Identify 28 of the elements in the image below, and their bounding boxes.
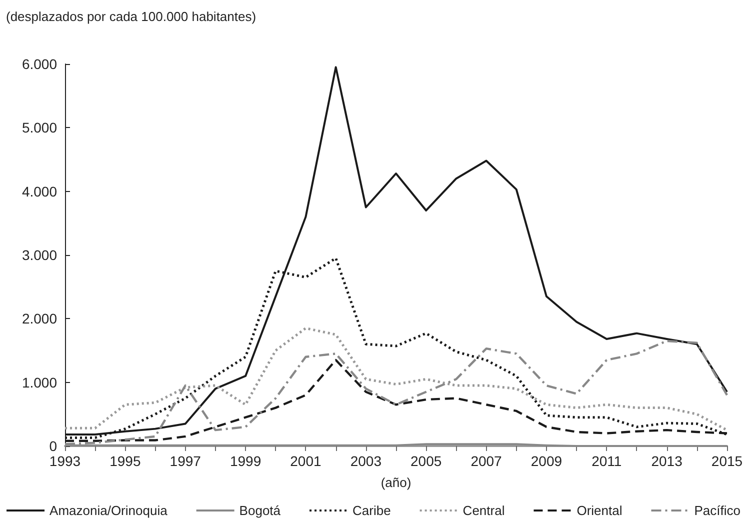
x-tick-label: 2005 (410, 453, 442, 469)
line-series (64, 326, 728, 432)
x-tick-label: 2001 (290, 453, 322, 469)
legend-label: Amazonia/Orinoquia (50, 503, 168, 518)
y-tick-label: 1.000 (22, 374, 58, 390)
x-tick-label: 2007 (470, 453, 502, 469)
y-tick-label: 2.000 (22, 310, 58, 327)
legend-label: Bogotá (239, 503, 282, 518)
x-tick-label: 1995 (110, 453, 141, 469)
x-tick-label: 1997 (170, 453, 202, 469)
legend-label: Oriental (576, 503, 622, 518)
x-tick-label: 2013 (651, 453, 683, 469)
y-tick-label: 6.000 (22, 56, 58, 72)
legend-label: Pacífico (694, 503, 740, 518)
x-axis-title: (año) (380, 475, 412, 490)
x-tick-label: 2015 (711, 453, 743, 469)
x-tick-label: 2003 (350, 453, 382, 469)
y-tick-label: 3.000 (22, 247, 58, 263)
y-axis-title: (desplazados por cada 100.000 habitantes) (6, 9, 256, 24)
y-tick-label: 5.000 (22, 120, 58, 136)
y-tick-label: 4.000 (22, 183, 58, 200)
y-tick-label: 0 (49, 438, 58, 454)
legend-label: Central (462, 503, 505, 518)
x-tick-label: 1999 (230, 453, 262, 469)
x-tick-label: 1993 (49, 453, 81, 469)
x-tick-label: 2009 (530, 453, 562, 469)
legend-label: Caribe (352, 503, 391, 518)
x-tick-label: 2011 (592, 453, 622, 469)
